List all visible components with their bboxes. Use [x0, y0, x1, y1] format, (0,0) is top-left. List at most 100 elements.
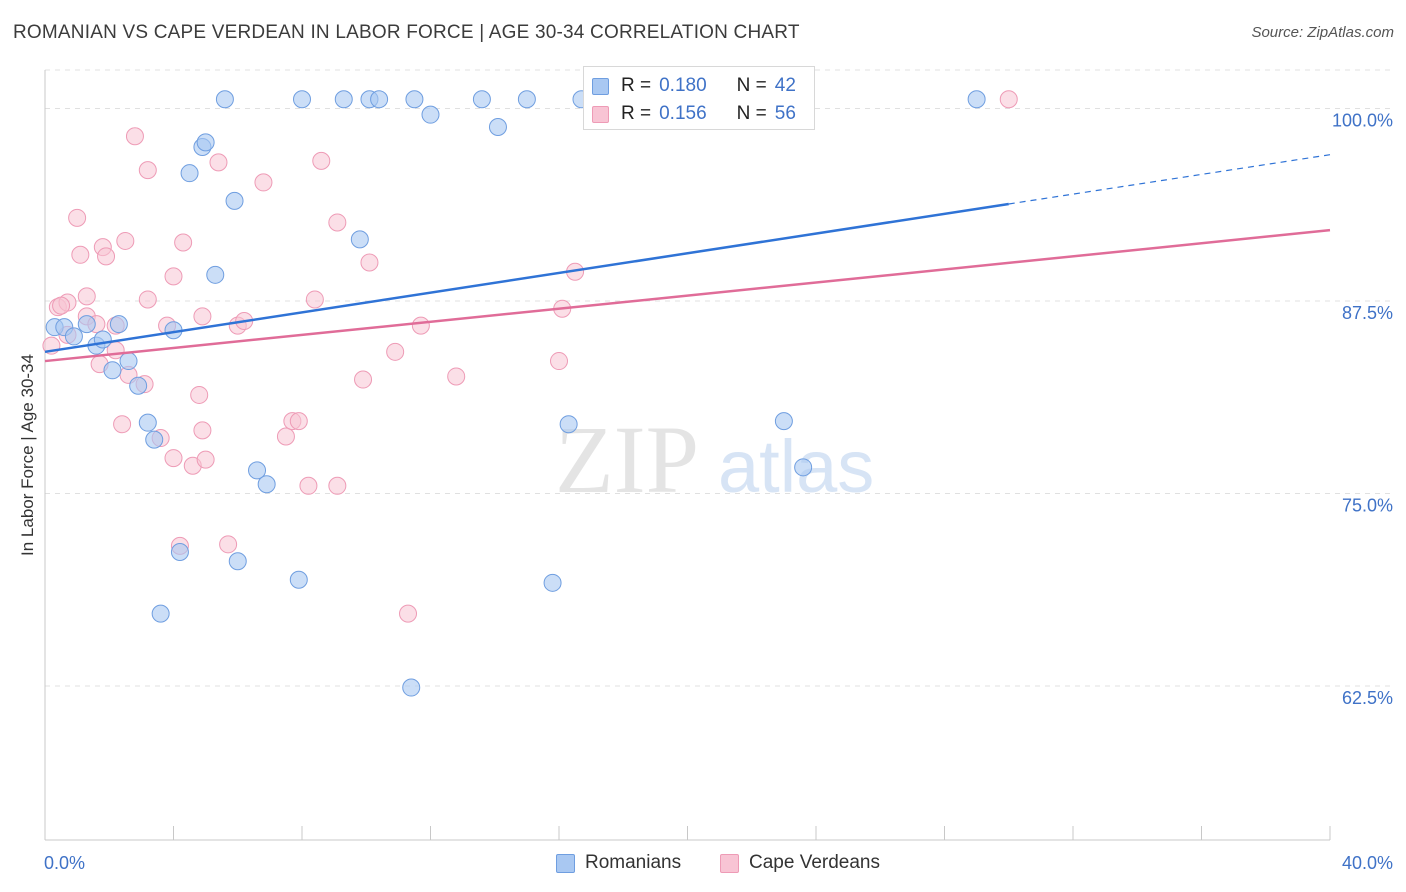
axes — [44, 70, 1331, 841]
y-tick-label: 75.0% — [1342, 496, 1393, 516]
cape-verdean-point — [328, 476, 347, 495]
watermark-zip: ZIP — [555, 406, 699, 513]
cape-verdean-point — [193, 421, 212, 440]
cape-verdean-point — [299, 476, 318, 495]
romanian-point — [138, 413, 157, 432]
cape-verdean-point — [354, 370, 373, 389]
romanian-point — [488, 117, 507, 136]
cape-verdean-swatch — [592, 105, 609, 123]
romanian-point — [967, 90, 986, 109]
cape-verdean-point — [68, 208, 87, 227]
legend-row-romanians: R = 0.180 N = 42 — [592, 74, 796, 98]
legend-item-cape-verdeans[interactable]: Cape Verdeans — [720, 852, 880, 874]
romanian-point — [559, 415, 578, 434]
watermark: ZIP atlas — [555, 406, 874, 513]
r-label: R = — [621, 75, 652, 96]
cape-verdean-point — [399, 604, 418, 623]
romanian-point — [293, 90, 311, 109]
romanian-point — [289, 570, 308, 589]
y-tick-label: 87.5% — [1342, 303, 1393, 323]
cape-verdean-point — [116, 231, 135, 250]
cape-verdean-point — [312, 151, 331, 170]
n-label: N = — [736, 103, 767, 124]
cape-verdean-swatch — [720, 853, 739, 873]
stats-legend: R = 0.180 N = 42 R = 0.156 N = 56 — [583, 66, 815, 130]
romanian-point — [350, 230, 369, 249]
romanian-point — [206, 265, 225, 284]
cape-verdean-point — [193, 307, 212, 326]
y-tick-label: 100.0% — [1332, 111, 1393, 131]
cape-verdean-point — [305, 290, 324, 309]
romanian-trend-line — [44, 202, 1009, 354]
romanian-swatch — [556, 853, 575, 873]
cape-verdean-point — [360, 253, 379, 272]
cape-verdean-point — [254, 173, 273, 192]
x-tick-label-min: 0.0% — [44, 853, 85, 873]
cape-verdean-point — [125, 127, 144, 146]
romanian-point — [103, 361, 122, 380]
romanian-point — [77, 315, 96, 334]
romanian-point — [180, 164, 199, 183]
romanian-point — [151, 604, 170, 623]
cape-verdean-point — [138, 161, 157, 180]
cape-verdean-point — [550, 352, 568, 371]
romanian-point — [543, 573, 562, 592]
n-value: 42 — [774, 75, 796, 96]
cape-verdean-point — [97, 247, 116, 266]
romanian-point — [119, 352, 138, 371]
romanian-point — [402, 678, 421, 697]
romanian-point — [129, 376, 148, 395]
gridlines — [45, 69, 1395, 687]
cape-verdean-point — [328, 213, 347, 232]
legend-item-romanians[interactable]: Romanians — [556, 852, 681, 874]
romanian-point — [472, 90, 491, 109]
romanian-point — [774, 412, 793, 431]
cape-verdean-point — [190, 385, 209, 404]
romanian-point — [196, 133, 215, 152]
romanian-point — [228, 552, 247, 571]
cape-verdean-point — [999, 90, 1018, 109]
cape-verdean-point — [209, 153, 228, 172]
r-value: 0.156 — [659, 103, 707, 124]
x-tick-label-max: 40.0% — [1342, 853, 1393, 873]
cape-verdean-point — [196, 450, 215, 469]
chart-title: ROMANIAN VS CAPE VERDEAN IN LABOR FORCE … — [13, 22, 800, 43]
cape-verdean-point — [411, 316, 430, 335]
romanian-point — [517, 90, 536, 109]
cape-verdean-trend-line — [44, 228, 1331, 363]
romanian-swatch — [592, 77, 609, 95]
romanian-point — [64, 327, 83, 346]
romanian-point — [170, 543, 189, 562]
n-value: 56 — [774, 103, 796, 124]
romanian-point — [370, 90, 389, 109]
tick-labels: 62.5% 75.0% 87.5% 100.0% 0.0% 40.0% — [44, 111, 1393, 874]
romanian-point — [405, 90, 424, 109]
n-label: N = — [736, 75, 767, 96]
y-tick-label: 62.5% — [1342, 688, 1393, 708]
romanian-point — [334, 90, 353, 109]
romanian-point — [794, 458, 813, 477]
romanian-point — [421, 105, 440, 124]
cape-verdean-point — [174, 233, 193, 252]
source-label: Source: ZipAtlas.com — [1251, 24, 1394, 41]
romanian-trend-extension — [1008, 154, 1331, 205]
romanian-point — [145, 430, 164, 449]
r-value: 0.180 — [659, 75, 707, 96]
cape-verdean-point — [52, 296, 71, 315]
cape-verdean-point — [71, 245, 90, 264]
cape-verdean-point — [113, 415, 132, 434]
cape-verdean-point — [289, 412, 308, 431]
cape-verdean-point — [447, 367, 466, 386]
romanian-point — [248, 461, 267, 480]
romanian-point — [225, 191, 244, 210]
legend-row-cape-verdeans: R = 0.156 N = 56 — [592, 102, 796, 126]
cape-verdean-point — [164, 449, 183, 468]
cape-verdean-point — [219, 535, 238, 554]
romanian-point — [215, 90, 234, 109]
romanian-point — [109, 315, 128, 334]
legend-label-romanians: Romanians — [585, 852, 682, 873]
romanian-point — [93, 330, 112, 349]
cape-verdean-point — [77, 287, 96, 306]
cape-verdean-point — [164, 267, 183, 286]
